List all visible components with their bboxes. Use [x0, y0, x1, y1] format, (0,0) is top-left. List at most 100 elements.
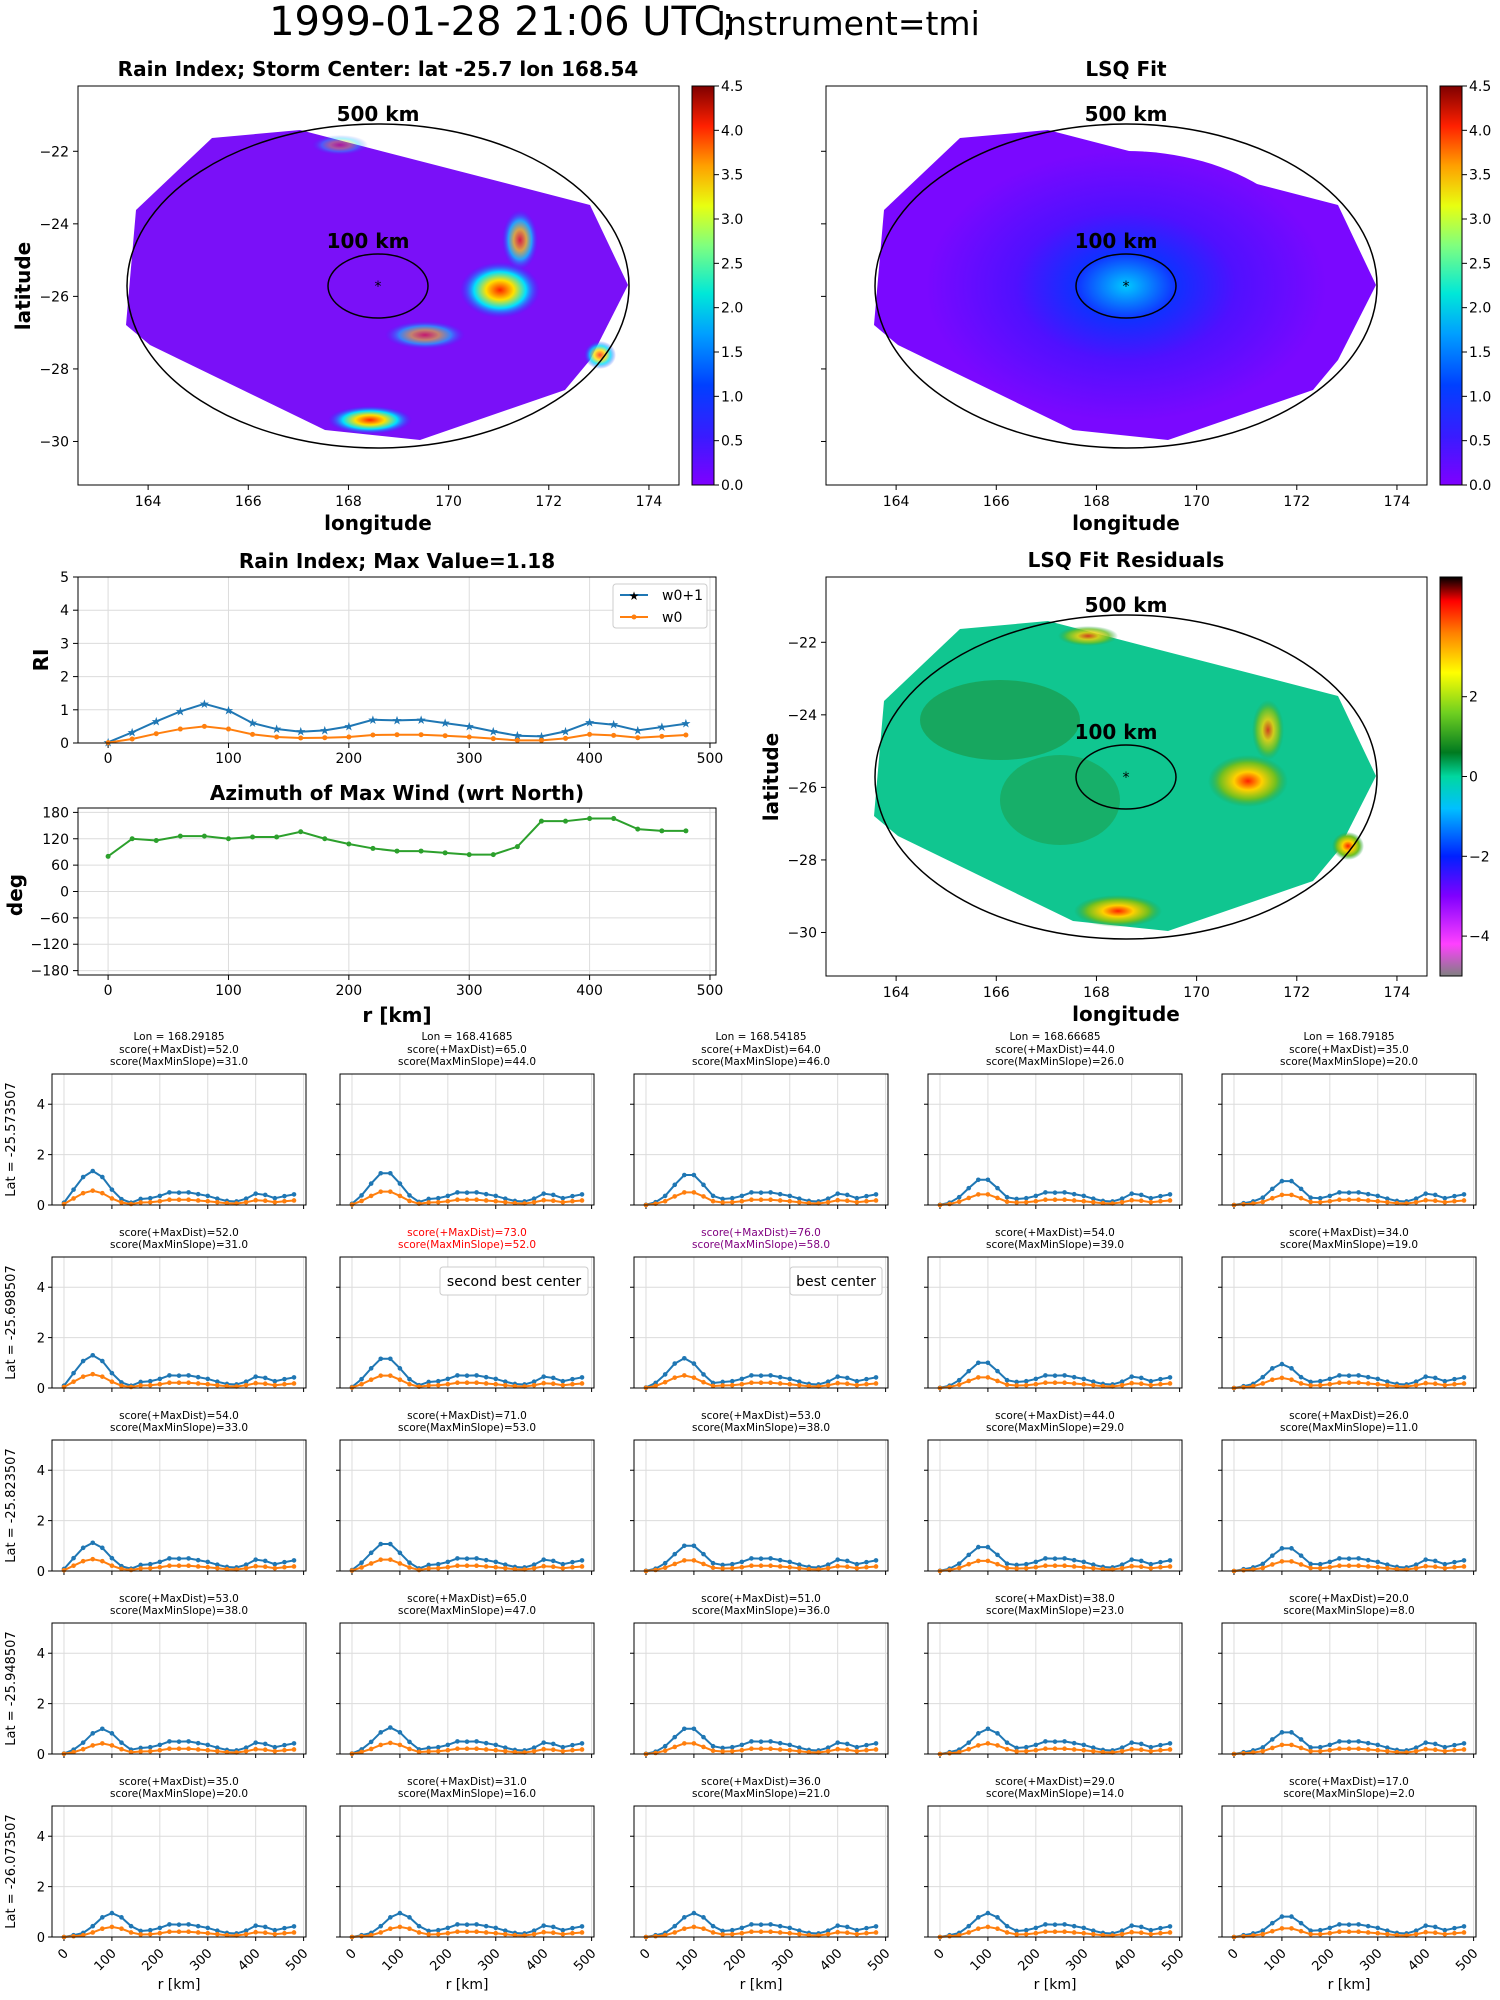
ri-series-0-point-17: ★ — [512, 729, 523, 743]
panel-frame — [1221, 1805, 1477, 1938]
series-w0p1-point — [560, 1378, 566, 1384]
profile-panel-r3c1: score(+MaxDist)=65.0score(MaxMinSlope)=4… — [336, 1593, 595, 1758]
series-w0-point — [720, 1200, 725, 1205]
rain-xtick-label-0: 164 — [135, 494, 162, 510]
series-w0-point — [1317, 1748, 1323, 1754]
series-w0-point — [1004, 1930, 1010, 1935]
panel-note-box — [439, 1266, 589, 1296]
legend-marker-w0 — [631, 614, 637, 620]
series-w0p1-point — [147, 1195, 153, 1201]
ri-series-0-point-8: ★ — [295, 725, 306, 739]
series-w0-point — [749, 1929, 754, 1935]
series-w0-point — [1308, 1931, 1313, 1937]
series-w0p1-point — [531, 1562, 537, 1568]
series-w0p1-point — [100, 1358, 105, 1364]
series-w0-point — [749, 1380, 754, 1386]
storm-center-marker: * — [375, 279, 382, 295]
series-w0p1-point — [195, 1374, 201, 1380]
series-w0-point — [138, 1566, 143, 1571]
series-w0p1-point — [662, 1193, 668, 1199]
series-w0p1-point — [579, 1558, 585, 1563]
series-w0-point — [550, 1198, 556, 1204]
ri-series-1-point-21 — [611, 732, 617, 738]
series-w0p1-point — [985, 1360, 991, 1366]
series-w0-point — [1394, 1383, 1400, 1389]
series-w0p1-point — [873, 1558, 879, 1563]
series-w0-point — [1432, 1381, 1438, 1387]
series-w0-point — [378, 1189, 384, 1194]
rain-hotspot-south — [328, 406, 412, 434]
series-w0-point — [768, 1563, 773, 1569]
series-w0-point — [147, 1931, 153, 1937]
panel-score-slope: score(MaxMinSlope)=46.0 — [692, 1056, 830, 1068]
series-w0p1-point — [1337, 1922, 1342, 1927]
ri-series-1-point-15 — [466, 734, 472, 740]
series-w0-point — [224, 1749, 230, 1755]
series-w0-point — [1138, 1198, 1144, 1204]
series-w0-point — [682, 1373, 687, 1378]
panel-lat-label: Lat = -26.073507 — [4, 1814, 19, 1928]
series-w0-point — [445, 1198, 451, 1204]
resid-colorbar: 2 0 −2 −4 — [1439, 576, 1490, 977]
series-w0p1-point — [1119, 1745, 1125, 1751]
series-w0p1-point — [483, 1923, 489, 1929]
series-w0p1-point — [109, 1555, 115, 1561]
series-w0p1-point — [1033, 1193, 1039, 1199]
series-w0-point — [109, 1924, 115, 1930]
series-w0p1-point — [1062, 1739, 1067, 1744]
series-w0-point — [119, 1926, 124, 1931]
panel-frame — [1221, 1622, 1477, 1755]
series-w0-point — [1279, 1559, 1285, 1564]
series-w0-point — [1071, 1198, 1077, 1203]
series-w0-point — [560, 1565, 566, 1571]
series-w0p1-point — [844, 1924, 850, 1930]
ri-xtick-label-3: 300 — [456, 751, 483, 767]
series-w0-point — [1346, 1197, 1352, 1203]
series-w0p1-point — [720, 1196, 725, 1202]
xtick-label: 300 — [1357, 1946, 1385, 1974]
series-w0-point — [1158, 1198, 1163, 1204]
series-w0p1-point — [739, 1376, 745, 1382]
series-w0p1-point — [388, 1915, 393, 1920]
series-w0-point — [176, 1746, 182, 1752]
series-w0-point — [710, 1748, 716, 1754]
series-w0p1-point — [157, 1376, 163, 1382]
series-w0p1-point — [90, 1352, 96, 1358]
series-w0p1-point — [966, 1368, 972, 1374]
series-w0p1-point — [1365, 1740, 1371, 1746]
series-w0-point — [1081, 1564, 1087, 1570]
series-w0p1-point — [749, 1922, 754, 1927]
panel-score-maxdist: score(+MaxDist)=38.0 — [995, 1593, 1115, 1605]
series-w0p1-point — [378, 1170, 384, 1176]
series-w0p1-point — [966, 1185, 972, 1191]
series-w0-point — [976, 1558, 981, 1564]
profile-panel-r0c2: Lon = 168.54185score(+MaxDist)=64.0score… — [630, 1031, 889, 1209]
series-w0p1-point — [758, 1922, 764, 1927]
series-w0-point — [873, 1564, 879, 1569]
series-w0-point — [215, 1748, 220, 1754]
series-w0-point — [1461, 1381, 1467, 1386]
series-w0-point — [1337, 1197, 1342, 1203]
series-w0-point — [262, 1930, 268, 1936]
series-w0p1-point — [739, 1925, 745, 1931]
series-w0p1-point — [1138, 1558, 1144, 1564]
series-w0-point — [956, 1749, 962, 1755]
series-w0-point — [1308, 1383, 1313, 1388]
series-w0p1-point — [388, 1541, 393, 1547]
series-w0p1-point — [835, 1374, 840, 1379]
series-w0p1-point — [282, 1559, 287, 1565]
series-w0p1-point — [435, 1195, 441, 1201]
series-w0-point — [1337, 1929, 1342, 1935]
series-w0-point — [1071, 1747, 1077, 1752]
series-w0-point — [378, 1930, 384, 1935]
series-w0p1-point — [710, 1923, 716, 1929]
series-w0-point — [1260, 1748, 1266, 1754]
ri-series-1-point-7 — [274, 734, 280, 740]
series-w0-point — [512, 1749, 518, 1755]
series-w0-point — [272, 1199, 278, 1205]
cbar-fit-tick-label-9: 4.5 — [1469, 79, 1491, 95]
series-w0-point — [579, 1564, 585, 1569]
rain-ytick-label-3: −28 — [39, 362, 69, 378]
series-w0p1-point — [195, 1740, 201, 1746]
rain-map-frame — [77, 85, 680, 486]
